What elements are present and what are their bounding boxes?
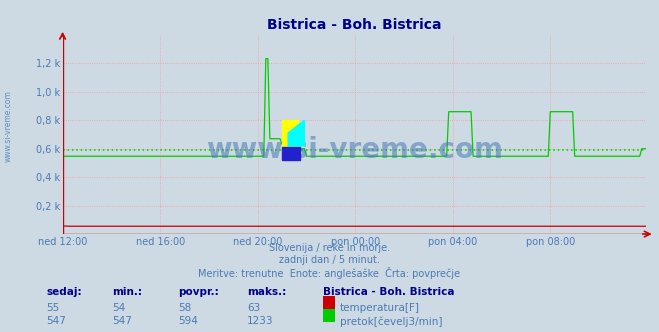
Text: www.si-vreme.com: www.si-vreme.com: [206, 136, 503, 164]
Text: Slovenija / reke in morje.: Slovenija / reke in morje.: [269, 243, 390, 253]
Text: www.si-vreme.com: www.si-vreme.com: [3, 90, 13, 162]
Title: Bistrica - Boh. Bistrica: Bistrica - Boh. Bistrica: [267, 18, 442, 32]
Text: sedaj:: sedaj:: [46, 287, 82, 297]
Text: 55: 55: [46, 303, 59, 313]
Polygon shape: [288, 120, 304, 146]
Text: maks.:: maks.:: [247, 287, 287, 297]
Text: 58: 58: [178, 303, 191, 313]
Text: 54: 54: [112, 303, 125, 313]
Text: min.:: min.:: [112, 287, 142, 297]
Text: povpr.:: povpr.:: [178, 287, 219, 297]
Text: 547: 547: [46, 316, 66, 326]
Bar: [282, 147, 301, 160]
Text: pretok[čevelj3/min]: pretok[čevelj3/min]: [340, 316, 443, 327]
Text: zadnji dan / 5 minut.: zadnji dan / 5 minut.: [279, 255, 380, 265]
Text: Meritve: trenutne  Enote: anglešaške  Črta: povprečje: Meritve: trenutne Enote: anglešaške Črta…: [198, 267, 461, 279]
Text: 594: 594: [178, 316, 198, 326]
Text: 1233: 1233: [247, 316, 273, 326]
Text: Bistrica - Boh. Bistrica: Bistrica - Boh. Bistrica: [323, 287, 455, 297]
Text: 63: 63: [247, 303, 260, 313]
Text: temperatura[F]: temperatura[F]: [340, 303, 420, 313]
Bar: [282, 120, 299, 146]
Text: 547: 547: [112, 316, 132, 326]
